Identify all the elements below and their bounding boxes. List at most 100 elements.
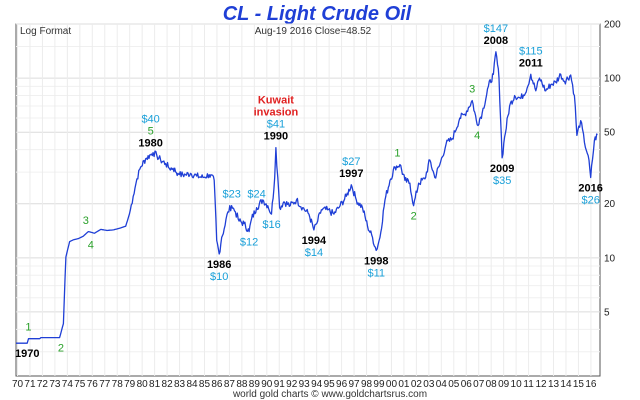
x-tick-label: 95 — [324, 379, 336, 390]
plot-frame — [15, 23, 601, 377]
annotation-label: $115 — [519, 45, 543, 57]
x-tick-label: 79 — [124, 379, 136, 390]
x-tick-label: 71 — [24, 379, 36, 390]
x-tick-label: 93 — [299, 379, 311, 390]
price-line-layer — [16, 51, 598, 344]
annotation-label: 3 — [469, 84, 475, 96]
x-tick-label: 15 — [573, 379, 585, 390]
annotation-label: 2008 — [484, 35, 508, 47]
x-tick-label: 74 — [62, 379, 74, 390]
x-tick-label: 87 — [224, 379, 236, 390]
x-tick-label: 78 — [112, 379, 124, 390]
annotation-label: 2009 — [490, 163, 514, 175]
annotation-label: 1997 — [339, 168, 363, 180]
y-tick-label: 10 — [604, 253, 616, 264]
x-tick-label: 82 — [162, 379, 174, 390]
annotation-label: $12 — [240, 237, 258, 249]
x-tick-label: 98 — [361, 379, 373, 390]
x-tick-label: 04 — [436, 379, 448, 390]
x-tick-label: 75 — [74, 379, 86, 390]
annotation-label: 4 — [88, 239, 94, 251]
x-tick-label: 03 — [423, 379, 435, 390]
x-tick-label: 00 — [386, 379, 398, 390]
x-tick-label: 81 — [149, 379, 161, 390]
x-tick-label: 12 — [535, 379, 547, 390]
annotation-label: 2016 — [578, 182, 602, 194]
annotation-label: 2 — [58, 343, 64, 355]
x-tick-label: 89 — [249, 379, 261, 390]
x-tick-label: 88 — [236, 379, 248, 390]
annotation-label: 1980 — [138, 138, 162, 150]
x-tick-label: 11 — [523, 379, 534, 390]
annotation-label: $24 — [247, 189, 265, 201]
x-tick-label: 85 — [199, 379, 211, 390]
annotation-label: 1990 — [264, 131, 288, 143]
annotation-label: 1 — [394, 148, 400, 160]
x-tick-label: 76 — [87, 379, 99, 390]
x-tick-label: 01 — [398, 379, 410, 390]
annotation-label: 1 — [25, 322, 31, 334]
x-tick-label: 72 — [37, 379, 49, 390]
annotation-label: $14 — [305, 247, 323, 259]
y-tick-label: 100 — [604, 74, 621, 85]
x-tick-label: 09 — [498, 379, 510, 390]
x-axis-ticks: 70 71 72 73 74 75 76 77 78 79 80 81 82 83 84 85 86 87 88 89… — [12, 379, 597, 390]
annotation-label: $10 — [210, 271, 228, 283]
annotation-label: 1994 — [302, 235, 327, 247]
annotation-label: $23 — [222, 189, 240, 201]
log-format-label: Log Format — [20, 26, 71, 37]
x-tick-label: 16 — [585, 379, 597, 390]
annotation-label: 1970 — [15, 348, 39, 360]
y-tick-label: 5 — [604, 307, 610, 318]
x-tick-label: 80 — [137, 379, 149, 390]
x-tick-label: 02 — [411, 379, 423, 390]
annotation-label: $40 — [141, 114, 159, 126]
annotation-label: 1986 — [207, 259, 231, 271]
annotation-label: 4 — [474, 130, 480, 142]
x-tick-label: 14 — [560, 379, 572, 390]
annotation-label: 3 — [83, 215, 89, 227]
y-axis-ticks: 5 10 20 50 100 200 — [604, 20, 621, 319]
annotation-label: $16 — [262, 219, 280, 231]
annotation-label: 2011 — [519, 57, 543, 69]
x-tick-label: 73 — [49, 379, 61, 390]
x-tick-label: 10 — [511, 379, 523, 390]
x-tick-label: 90 — [261, 379, 273, 390]
annotation-label: 5 — [148, 126, 154, 138]
price-line — [16, 51, 598, 344]
x-tick-label: 94 — [311, 379, 323, 390]
annotation-label: $35 — [493, 175, 511, 187]
x-tick-label: 70 — [12, 379, 24, 390]
x-tick-label: 83 — [174, 379, 186, 390]
annotation-label: 1998 — [364, 255, 388, 267]
x-tick-label: 84 — [186, 379, 198, 390]
grid-layer — [16, 23, 600, 376]
annotation-label: $27 — [342, 156, 360, 168]
x-tick-label: 96 — [336, 379, 348, 390]
x-tick-label: 99 — [373, 379, 385, 390]
x-tick-label: 92 — [286, 379, 298, 390]
footer-credit: world gold charts © www.goldchartsrus.co… — [232, 389, 427, 400]
annotation-label: invasion — [254, 107, 299, 119]
annotation-label: Kuwait — [258, 95, 294, 107]
y-tick-label: 200 — [604, 20, 621, 31]
x-tick-label: 13 — [548, 379, 560, 390]
annotation-label: $147 — [484, 23, 508, 35]
annotation-label: $11 — [367, 267, 385, 279]
annotation-label: $41 — [267, 119, 285, 131]
chart-title: CL - Light Crude Oil — [223, 3, 412, 25]
x-tick-label: 77 — [99, 379, 111, 390]
x-tick-label: 86 — [211, 379, 223, 390]
annotation-label: 2 — [411, 211, 417, 223]
x-tick-label: 05 — [448, 379, 460, 390]
x-tick-label: 08 — [486, 379, 498, 390]
date-close-label: Aug-19 2016 Close=48.52 — [255, 26, 372, 37]
x-tick-label: 07 — [473, 379, 485, 390]
x-tick-label: 06 — [461, 379, 473, 390]
y-tick-label: 20 — [604, 199, 616, 210]
x-tick-label: 91 — [274, 379, 286, 390]
annotation-label: $26 — [581, 194, 599, 206]
x-tick-label: 97 — [349, 379, 361, 390]
